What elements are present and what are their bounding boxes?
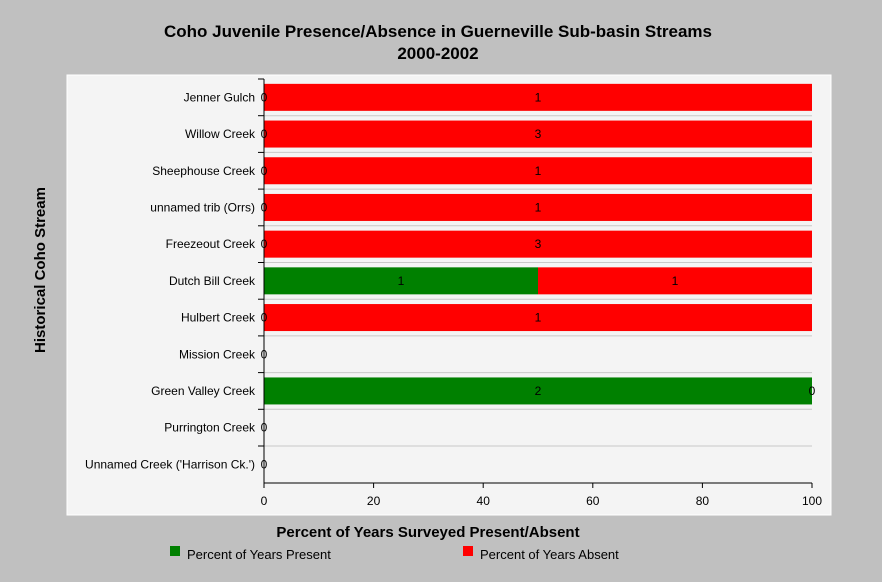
- data-label: 1: [398, 274, 405, 288]
- x-tick-label: 40: [477, 494, 491, 508]
- data-label: 2: [535, 384, 542, 398]
- bar-percent-of-years-absent-willow-creek: [264, 120, 812, 148]
- data-label: 1: [535, 90, 542, 104]
- legend-swatch-percent-of-years-present: [170, 546, 180, 556]
- bar-percent-of-years-absent-freezeout-creek: [264, 230, 812, 258]
- data-label: 3: [535, 127, 542, 141]
- bars: [264, 83, 812, 405]
- bar-percent-of-years-absent-sheephouse-creek: [264, 157, 812, 185]
- y-tick-label: Hulbert Creek: [181, 311, 256, 325]
- x-tick-label: 0: [261, 494, 268, 508]
- y-tick-label: Dutch Bill Creek: [169, 274, 256, 288]
- bar-percent-of-years-absent-hulbert-creek: [264, 304, 812, 332]
- y-tick-label: Freezeout Creek: [166, 237, 256, 251]
- data-label: 0: [809, 384, 816, 398]
- bar-percent-of-years-absent-jenner-gulch: [264, 83, 812, 111]
- y-tick-label: Mission Creek: [179, 347, 256, 361]
- y-tick-label: unnamed trib (Orrs): [150, 200, 255, 214]
- data-label: 1: [672, 274, 679, 288]
- data-label: 1: [535, 164, 542, 178]
- bar-percent-of-years-absent-unnamed-trib-orrs: [264, 193, 812, 221]
- bar-percent-of-years-absent-dutch-bill-creek: [538, 267, 812, 295]
- x-tick-label: 80: [696, 494, 710, 508]
- bar-percent-of-years-present-green-valley-creek: [264, 377, 812, 405]
- x-tick-label: 100: [802, 494, 822, 508]
- legend-swatch-percent-of-years-absent: [463, 546, 473, 556]
- bar-percent-of-years-present-dutch-bill-creek: [264, 267, 538, 295]
- plot-panel: [66, 74, 832, 516]
- y-tick-label: Purrington Creek: [164, 421, 256, 435]
- legend: Percent of Years Present Percent of Years…: [170, 546, 619, 562]
- data-label: 1: [535, 311, 542, 325]
- chart-title: Coho Juvenile Presence/Absence in Guerne…: [164, 22, 712, 41]
- x-tick-label: 60: [586, 494, 600, 508]
- legend-label: Percent of Years Absent: [480, 547, 619, 562]
- y-axis-title: Historical Coho Stream: [32, 187, 49, 353]
- data-label: 3: [535, 237, 542, 251]
- y-tick-label: Unnamed Creek ('Harrison Ck.'): [85, 457, 255, 471]
- y-tick-label: Willow Creek: [185, 127, 256, 141]
- data-label: 1: [535, 200, 542, 214]
- y-tick-label: Green Valley Creek: [151, 384, 256, 398]
- x-axis-title: Percent of Years Surveyed Present/Absent: [276, 524, 579, 541]
- x-tick-label: 20: [367, 494, 381, 508]
- chart-subtitle: 2000-2002: [397, 44, 478, 63]
- y-tick-label: Sheephouse Creek: [152, 164, 256, 178]
- y-tick-label: Jenner Gulch: [184, 90, 255, 104]
- gridlines: [264, 115, 812, 447]
- axes: Jenner Gulch Willow Creek Sheephouse Creek…: [85, 78, 822, 508]
- legend-label: Percent of Years Present: [187, 547, 331, 562]
